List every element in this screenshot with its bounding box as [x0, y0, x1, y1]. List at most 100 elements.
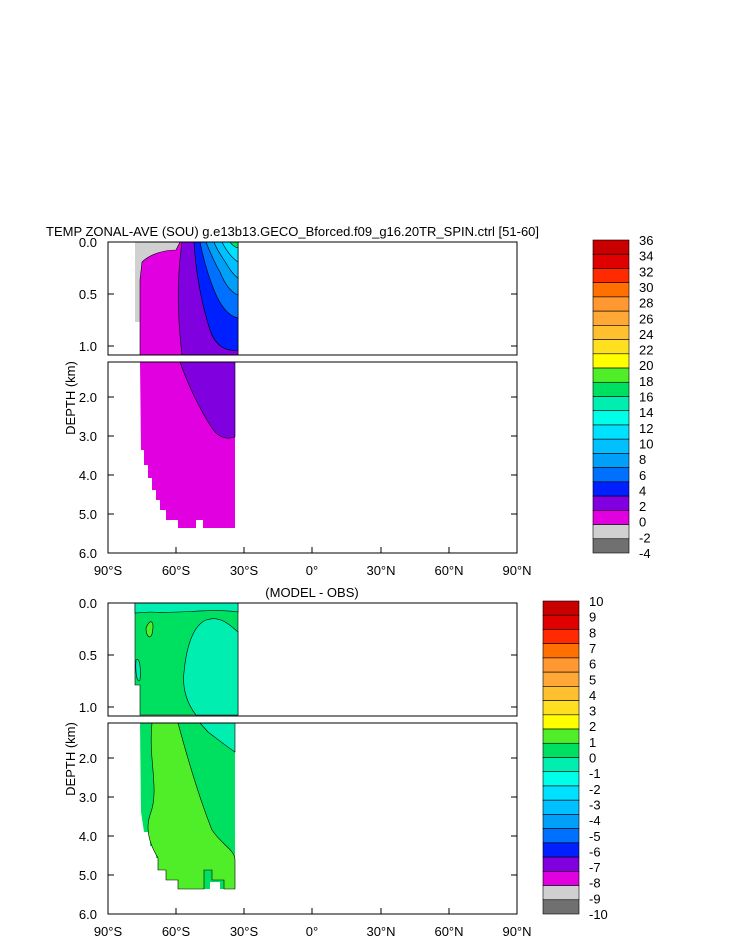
top-colorbar-swatch-21 [592, 538, 630, 554]
top-panel: TEMP ZONAL-AVE (SOU) g.e13b13.GECO_Bforc… [46, 224, 653, 578]
top-xtick-4: 30°N [366, 563, 395, 578]
top-colorbar-label-7: 22 [639, 343, 653, 358]
bottom-colorbar-swatch-14 [542, 799, 580, 815]
bottom-y-ticks [108, 602, 517, 876]
bottom-colorbar-swatch-0 [542, 600, 580, 616]
bottom-colorbar-swatch-3 [542, 643, 580, 659]
bottom-ytick-1: 0.5 [79, 648, 97, 663]
bottom-colorbar-swatch-12 [542, 771, 580, 787]
bottom-colorbar-swatch-20 [542, 885, 580, 901]
top-colorbar-label-8: 20 [639, 358, 653, 373]
bottom-field-teal-spot [135, 659, 141, 682]
top-colorbar-label-12: 12 [639, 421, 653, 436]
top-x-ticks [175, 547, 450, 553]
top-colorbar-swatch-1 [592, 253, 630, 269]
top-colorbar-swatch-13 [592, 424, 630, 440]
bottom-colorbar-swatch-6 [542, 686, 580, 701]
top-upper-frame [107, 241, 518, 356]
top-colorbar-label-6: 24 [639, 327, 653, 342]
bottom-ytick-4: 3.0 [79, 790, 97, 805]
bottom-colorbar-label-15: -5 [589, 829, 601, 844]
top-colorbar-swatch-12 [592, 410, 630, 426]
top-colorbar-label-17: 2 [639, 499, 646, 514]
top-colorbar-swatch-5 [592, 310, 630, 326]
top-colorbar-label-20: -4 [639, 546, 651, 561]
top-colorbar-label-4: 28 [639, 296, 653, 311]
top-y-axis-label: DEPTH (km) [63, 361, 78, 435]
top-colorbar-label-14: 8 [639, 452, 646, 467]
bottom-colorbar-label-12: -2 [589, 782, 601, 797]
top-colorbar-swatch-4 [592, 296, 630, 312]
bottom-colorbar-swatch-18 [542, 856, 580, 872]
bottom-colorbar-label-4: 6 [589, 657, 596, 672]
top-xtick-2: 30°S [230, 563, 259, 578]
bottom-colorbar-swatch-16 [542, 828, 580, 844]
top-xtick-0: 90°S [94, 563, 123, 578]
top-colorbar-label-16: 4 [639, 483, 646, 498]
top-colorbar-label-3: 30 [639, 280, 653, 295]
top-colorbar-label-9: 18 [639, 374, 653, 389]
bottom-colorbar-label-6: 4 [589, 688, 596, 703]
bottom-colorbar-swatch-1 [542, 614, 580, 630]
top-colorbar-swatch-7 [592, 339, 630, 355]
top-ytick-6: 5.0 [79, 507, 97, 522]
bottom-xtick-4: 30°N [366, 924, 395, 939]
bottom-colorbar-swatch-21 [542, 899, 580, 915]
top-colorbar-swatch-6 [592, 325, 630, 340]
top-field-green [229, 241, 239, 249]
top-colorbar-label-15: 6 [639, 468, 646, 483]
top-ytick-3: 2.0 [79, 390, 97, 405]
top-colorbar-label-10: 16 [639, 390, 653, 405]
bottom-ytick-0: 0.0 [79, 596, 97, 611]
top-upper-field [135, 241, 239, 356]
bottom-colorbar-swatch-11 [542, 757, 580, 773]
top-ytick-1: 0.5 [79, 287, 97, 302]
top-chart-title: TEMP ZONAL-AVE (SOU) g.e13b13.GECO_Bforc… [46, 224, 539, 239]
bottom-colorbar-swatch-15 [542, 814, 580, 829]
bottom-colorbar-swatch-2 [542, 629, 580, 644]
top-colorbar-label-1: 34 [639, 249, 653, 264]
bottom-y-axis-label: DEPTH (km) [63, 722, 78, 796]
bottom-xtick-1: 60°S [162, 924, 191, 939]
top-lower-purple [179, 361, 236, 439]
top-colorbar-swatch-10 [592, 381, 630, 397]
top-colorbar-swatch-9 [592, 367, 630, 383]
bottom-ytick-6: 5.0 [79, 868, 97, 883]
top-colorbar-label-18: 0 [639, 515, 646, 530]
bottom-panel: (MODEL - OBS) 0. [63, 585, 608, 939]
top-colorbar-swatch-18 [592, 495, 630, 511]
bottom-colorbar-swatch-10 [542, 742, 580, 758]
bottom-field-teal [134, 602, 239, 614]
bottom-lower-lightgreen [147, 722, 236, 890]
bottom-colorbar-label-1: 9 [589, 610, 596, 625]
top-xtick-6: 90°N [502, 563, 531, 578]
bottom-xtick-3: 0° [306, 924, 318, 939]
top-colorbar-swatch-14 [592, 438, 630, 454]
bottom-field-teal2 [183, 618, 239, 716]
bottom-colorbar-swatch-8 [542, 714, 580, 730]
bottom-colorbar-label-2: 8 [589, 625, 596, 640]
top-colorbar-label-5: 26 [639, 311, 653, 326]
top-field-cyan2 [221, 241, 239, 263]
bottom-lower-field [140, 722, 236, 890]
bottom-colorbar-label-11: -1 [589, 766, 601, 781]
bottom-colorbar-label-8: 2 [589, 719, 596, 734]
top-colorbar-swatch-0 [592, 239, 630, 255]
bottom-colorbar-label-0: 10 [589, 594, 603, 609]
bottom-colorbar-label-13: -3 [589, 797, 601, 812]
bottom-colorbar-label-20: -10 [589, 907, 608, 922]
bottom-chart-title: (MODEL - OBS) [265, 585, 358, 600]
bottom-colorbar-swatch-17 [542, 842, 580, 858]
bottom-xtick-0: 90°S [94, 924, 123, 939]
top-xtick-5: 60°N [434, 563, 463, 578]
bottom-upper-frame [107, 602, 518, 717]
bottom-colorbar-label-17: -7 [589, 860, 601, 875]
top-colorbar-swatch-20 [592, 524, 630, 540]
bottom-colorbar-swatch-7 [542, 700, 580, 716]
bottom-field-green-spot [145, 621, 154, 638]
bottom-colorbar-label-5: 5 [589, 672, 596, 687]
top-colorbar-swatch-2 [592, 268, 630, 283]
top-colorbar-label-0: 36 [639, 233, 653, 248]
